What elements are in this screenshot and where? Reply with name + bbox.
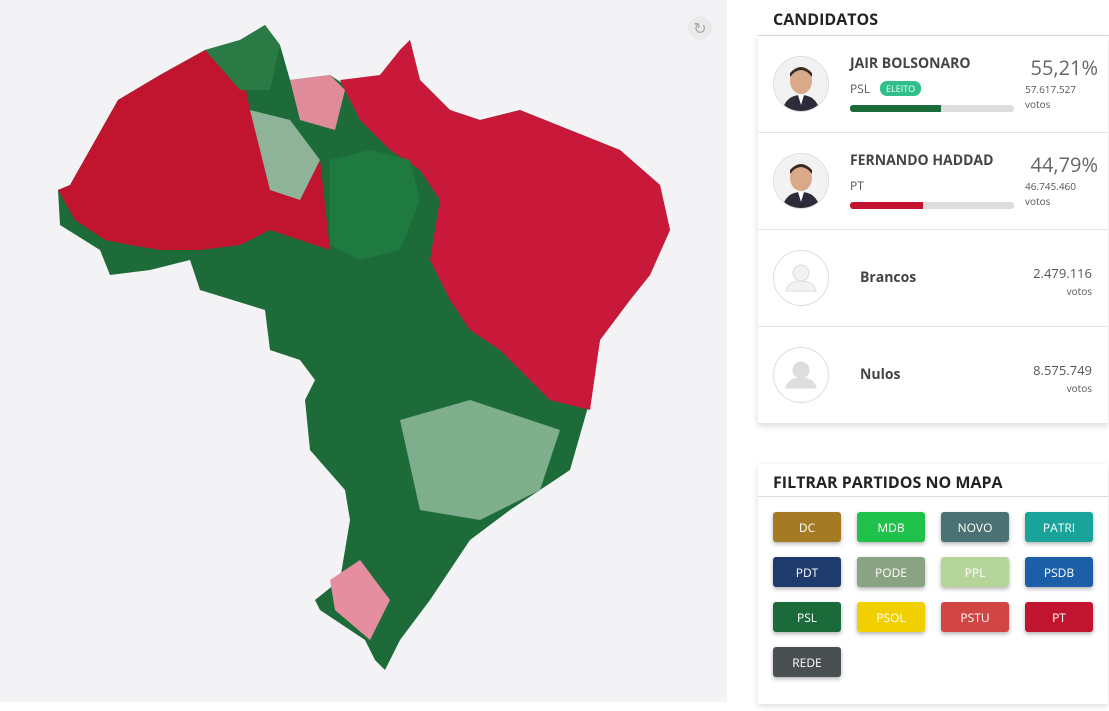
party-filter-button[interactable]: NOVO: [941, 512, 1009, 542]
party-filter-button[interactable]: DC: [773, 512, 841, 542]
share-label: 44,79%: [1030, 151, 1098, 178]
party: PT: [850, 177, 864, 194]
share-bar: [850, 202, 924, 209]
party-filter-button[interactable]: PSOL: [857, 602, 925, 632]
votes: 57.617.527: [1025, 82, 1076, 96]
region-lightgreen-s: [400, 400, 560, 520]
votes: 46.745.460: [1025, 179, 1076, 193]
region-red-ne: [340, 40, 670, 410]
reset-icon[interactable]: ↻: [688, 16, 712, 40]
bar-track: [850, 202, 1014, 209]
candidate-row: Nulos 8.575.749 votos: [758, 327, 1108, 424]
party-filter-button[interactable]: PATRI: [1025, 512, 1093, 542]
party-filter-button[interactable]: PSTU: [941, 602, 1009, 632]
party-filter-button[interactable]: PDT: [773, 557, 841, 587]
candidates-card: JAIR BOLSONARO PSL ELEITO 55,21% 57.617.527 v…: [758, 36, 1108, 424]
party-filter-button[interactable]: PPL: [941, 557, 1009, 587]
candidate-name: Nulos: [860, 365, 901, 384]
candidates-header: CANDIDATOS: [758, 0, 1109, 36]
candidate-row: Brancos 2.479.116 votos: [758, 230, 1108, 327]
filter-title: FILTRAR PARTIDOS NO MAPA: [773, 471, 1003, 493]
votes-unit: votos: [1025, 194, 1051, 208]
candidates-title: CANDIDATOS: [773, 8, 879, 30]
votes: 8.575.749: [1033, 361, 1092, 379]
avatar: [773, 153, 829, 209]
filter-card: FILTRAR PARTIDOS NO MAPA DC MDB NOVO PATRI P…: [758, 464, 1108, 704]
candidate-name: FERNANDO HADDAD: [850, 151, 994, 170]
region-pink-ap: [290, 75, 345, 130]
map: [58, 25, 670, 670]
party-filter-button[interactable]: PSL: [773, 602, 841, 632]
candidate-name: JAIR BOLSONARO: [850, 54, 971, 73]
candidate-name: Brancos: [860, 268, 917, 287]
region-lightgreen: [250, 110, 320, 200]
share-label: 55,21%: [1030, 54, 1098, 81]
votes: 2.479.116: [1033, 264, 1092, 282]
map-panel: ↻: [0, 0, 727, 702]
avatar: [773, 250, 829, 306]
votes-unit: votos: [1025, 97, 1051, 111]
votes-unit: votos: [1066, 381, 1092, 395]
status-badge: ELEITO: [880, 81, 922, 96]
candidate-row: JAIR BOLSONARO PSL ELEITO 55,21% 57.617.527 v…: [758, 36, 1108, 133]
portrait: [774, 154, 828, 208]
avatar: [773, 56, 829, 112]
placeholder-icon: [785, 264, 817, 292]
region-green-pa: [330, 150, 420, 260]
divider: [758, 496, 1108, 497]
portrait: [774, 57, 828, 111]
share-bar: [850, 105, 941, 112]
party-filter-button[interactable]: PODE: [857, 557, 925, 587]
placeholder-icon: [785, 361, 817, 389]
region-green-rr: [205, 25, 280, 90]
party: PSL: [850, 80, 871, 97]
party-filter-button[interactable]: PSDB: [1025, 557, 1093, 587]
candidate-row: FERNANDO HADDAD PT 44,79% 46.745.460 votos: [758, 133, 1108, 230]
party-filter-button[interactable]: REDE: [773, 647, 841, 677]
votes-unit: votos: [1066, 284, 1092, 298]
region-pink-s: [330, 560, 390, 640]
party-filter-button[interactable]: PT: [1025, 602, 1093, 632]
region-red-nw: [58, 50, 330, 250]
avatar: [773, 347, 829, 403]
party-filter-button[interactable]: MDB: [857, 512, 925, 542]
